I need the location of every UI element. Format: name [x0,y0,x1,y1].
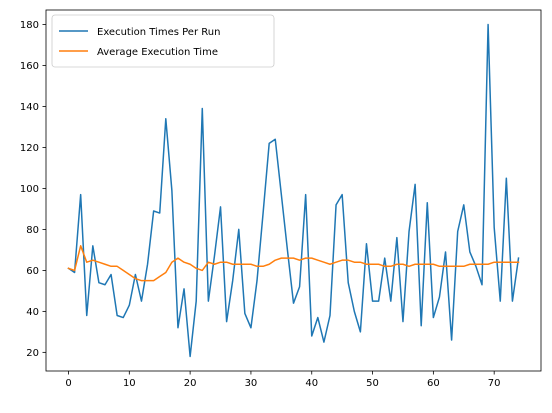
x-tick-label: 40 [305,378,318,389]
y-tick-label: 60 [26,266,39,277]
y-tick-label: 100 [20,184,39,195]
legend: Execution Times Per Run Average Executio… [51,14,275,68]
y-tick-label: 160 [20,61,39,72]
y-axis: 20 40 60 80 100 120 140 160 180 [20,20,46,359]
series-layer [67,23,520,358]
x-axis: 0 10 20 30 40 50 60 70 [65,371,501,389]
x-tick-label: 20 [184,378,197,389]
x-tick-label: 30 [245,378,258,389]
x-tick-label: 0 [65,378,71,389]
y-tick-label: 180 [20,20,39,31]
y-tick-label: 40 [26,307,39,318]
y-tick-label: 140 [20,102,39,113]
legend-label-execution-times: Execution Times Per Run [97,27,220,38]
x-tick-label: 60 [427,378,440,389]
x-tick-label: 10 [123,378,136,389]
x-tick-label: 70 [488,378,501,389]
legend-box [51,14,275,68]
legend-label-average-execution-time: Average Execution Time [97,47,218,58]
y-tick-label: 80 [26,225,39,236]
series-line-1 [67,245,520,282]
plot-frame [45,9,542,372]
x-tick-label: 50 [366,378,379,389]
y-tick-label: 20 [26,348,39,359]
y-tick-label: 120 [20,143,39,154]
